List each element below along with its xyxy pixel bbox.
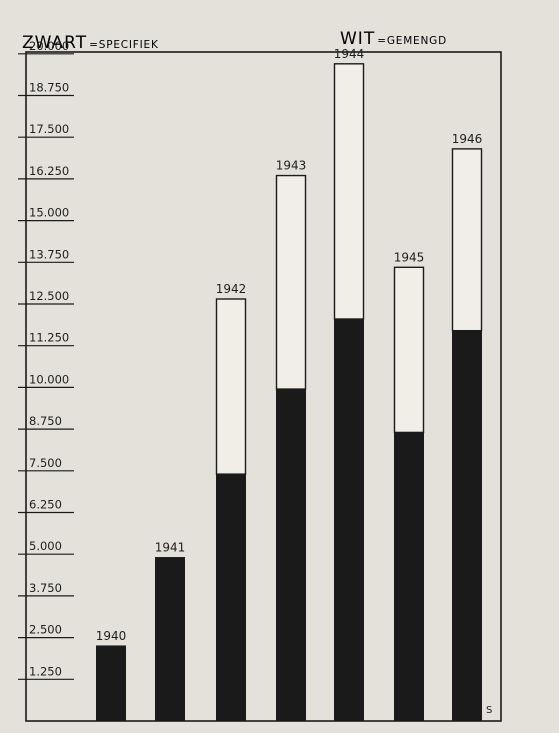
legend: ZWART =SPECIFIEK WIT =GEMENGD xyxy=(22,29,447,53)
bar-black-1945 xyxy=(394,431,424,722)
year-label-1940: 1940 xyxy=(96,629,127,643)
y-tick-label: 17.500 xyxy=(29,122,69,136)
plot-frame xyxy=(25,51,502,722)
year-label-1946: 1946 xyxy=(452,132,483,146)
y-tick-label: 6.250 xyxy=(29,498,62,512)
y-tick-label: 8.750 xyxy=(29,414,62,428)
bar-black-1940 xyxy=(96,645,126,722)
y-tick-label: 1.250 xyxy=(29,664,62,678)
y-tick-label: 7.500 xyxy=(29,456,62,470)
bar-black-1941 xyxy=(155,557,185,722)
y-axis: 1.250 2.500 3.750 5.000 6.250 7.500 8.750 10.00… xyxy=(18,39,74,680)
y-tick-label: 2.500 xyxy=(29,623,62,637)
bar-white-1942 xyxy=(215,298,247,475)
bar-white-1943 xyxy=(275,174,307,390)
y-tick-label: 12.500 xyxy=(29,289,69,303)
bar-white-1946 xyxy=(451,148,483,332)
year-label-1945: 1945 xyxy=(394,250,425,264)
y-tick-label: 20.000 xyxy=(29,39,69,53)
year-label-1941: 1941 xyxy=(155,541,186,555)
year-label-1944: 1944 xyxy=(334,47,365,61)
y-tick-label: 16.250 xyxy=(29,164,69,178)
y-tick-label: 10.000 xyxy=(29,372,69,386)
year-label-1942: 1942 xyxy=(216,282,247,296)
bar-black-1946 xyxy=(452,330,482,722)
legend-white-label: WIT =GEMENGD xyxy=(340,29,447,49)
year-label-1943: 1943 xyxy=(276,159,307,173)
bar-white-1945 xyxy=(393,266,425,434)
bar-black-1944 xyxy=(334,318,364,722)
y-tick-label: 11.250 xyxy=(29,331,69,345)
y-tick-label: 3.750 xyxy=(29,581,62,595)
bar-black-1943 xyxy=(276,388,306,722)
y-tick-label: 13.750 xyxy=(29,247,69,261)
corner-mark: S xyxy=(486,705,492,716)
bar-black-1942 xyxy=(216,473,246,722)
y-tick-label: 18.750 xyxy=(29,81,69,95)
y-tick-label: 15.000 xyxy=(29,206,69,220)
bar-white-1944 xyxy=(333,63,365,320)
legend-black-label: ZWART =SPECIFIEK xyxy=(22,33,159,53)
y-tick-label: 5.000 xyxy=(29,539,62,553)
bars: 1940 1941 1942 1943 1944 1945 1946 xyxy=(96,47,483,722)
